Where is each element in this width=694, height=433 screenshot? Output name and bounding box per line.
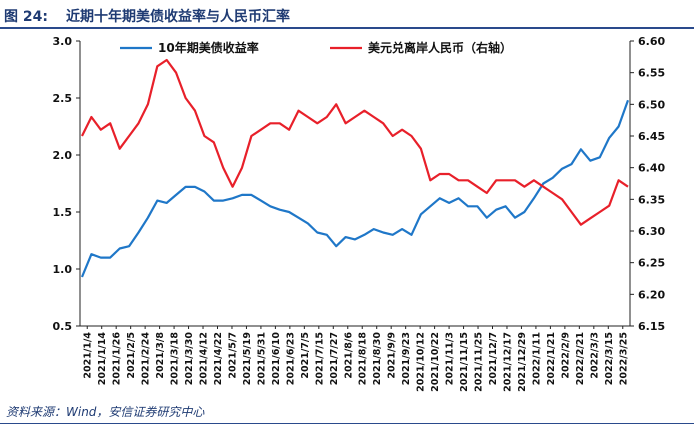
y-right-tick-label: 6.20 (638, 288, 665, 301)
x-tick-label: 2021/11/15 (459, 332, 470, 392)
bond-yield-line (80, 99, 630, 278)
legend-label: 美元兑离岸人民币（右轴） (368, 40, 512, 55)
y-left-tick-label: 1.0 (53, 263, 73, 276)
x-tick-label: 2021/3/30 (184, 332, 195, 386)
x-tick-label: 2021/3/8 (155, 332, 166, 379)
x-tick-label: 2021/7/5 (300, 332, 311, 379)
source-note: 资料来源：Wind，安信证券研究中心 (6, 405, 205, 419)
x-tick-label: 2021/6/23 (285, 332, 296, 385)
x-tick-label: 2021/9/23 (401, 332, 412, 385)
x-tick-label: 2021/8/6 (343, 332, 354, 379)
x-tick-label: 2022/2/21 (575, 332, 586, 385)
x-tick-label: 2022/1/21 (546, 332, 557, 385)
x-tick-label: 2022/3/25 (618, 332, 629, 385)
y-right-tick-label: 6.15 (638, 320, 665, 333)
x-tick-label: 2021/10/12 (416, 332, 427, 392)
x-tick-label: 2021/12/17 (502, 332, 513, 392)
y-right-tick-label: 6.35 (638, 193, 665, 206)
y-left-tick-label: 2.5 (53, 92, 73, 105)
y-right-tick-label: 6.45 (638, 130, 665, 143)
x-tick-label: 2021/11/25 (474, 332, 485, 392)
y-left-tick-label: 0.5 (53, 320, 73, 333)
y-right-tick-label: 6.50 (638, 98, 665, 111)
x-tick-label: 2021/3/18 (170, 332, 181, 386)
x-tick-label: 2021/11/3 (445, 332, 456, 385)
x-tick-label: 2021/1/26 (112, 332, 123, 386)
x-tick-label: 2022/3/3 (589, 332, 600, 379)
y-left-tick-label: 3.0 (53, 35, 73, 48)
x-tick-label: 2021/5/7 (227, 332, 238, 379)
x-tick-label: 2022/2/9 (560, 332, 571, 379)
y-right-tick-label: 6.40 (638, 162, 665, 175)
x-tick-label: 2021/2/5 (126, 332, 137, 379)
x-tick-label: 2022/1/11 (531, 332, 542, 385)
x-tick-label: 2021/5/31 (256, 332, 267, 385)
x-tick-label: 2021/1/4 (83, 332, 94, 379)
x-tick-label: 2021/9/9 (387, 332, 398, 379)
x-tick-label: 2021/2/24 (141, 332, 152, 386)
y-left-tick-label: 1.5 (53, 206, 73, 219)
x-tick-label: 2021/5/19 (242, 332, 253, 385)
y-right-tick-label: 6.30 (638, 225, 665, 238)
x-tick-label: 2021/12/29 (517, 332, 528, 392)
header-rule (0, 27, 694, 29)
x-tick-label: 2021/1/14 (97, 332, 108, 386)
figure-title: 近期十年期美债收益率与人民币汇率 (66, 9, 290, 25)
x-tick-label: 2021/10/22 (430, 332, 441, 392)
legend-label: 10年期美债收益率 (158, 40, 259, 55)
x-tick-label: 2021/12/7 (488, 332, 499, 385)
y-right-tick-label: 6.60 (638, 35, 665, 48)
x-tick-label: 2021/8/30 (372, 332, 383, 386)
figure-label: 图 24: (4, 9, 48, 25)
y-left-tick-label: 2.0 (53, 149, 73, 162)
x-tick-label: 2021/7/27 (329, 332, 340, 385)
x-tick-label: 2021/8/18 (358, 332, 369, 386)
x-tick-label: 2022/3/15 (604, 332, 615, 385)
x-tick-label: 2021/7/15 (314, 332, 325, 385)
y-right-tick-label: 6.55 (638, 67, 665, 80)
x-tick-label: 2021/4/12 (199, 332, 210, 385)
x-tick-label: 2021/6/10 (271, 332, 282, 386)
x-tick-label: 2021/4/22 (213, 332, 224, 385)
y-right-tick-label: 6.25 (638, 257, 665, 270)
usdcnh-line (81, 58, 629, 226)
footer-rule (0, 423, 694, 424)
figure-header: 图 24: 近期十年期美债收益率与人民币汇率 (0, 0, 694, 30)
